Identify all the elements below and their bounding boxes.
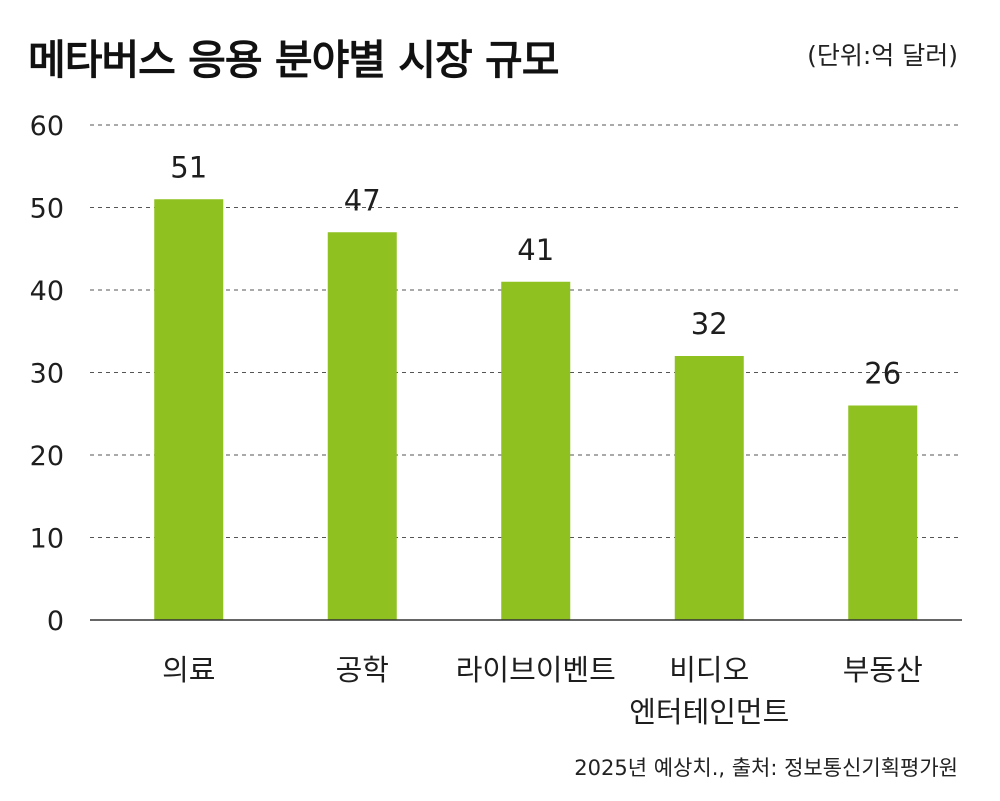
- category-label: 의료: [162, 653, 215, 687]
- chart-title: 메타버스 응용 분야별 시장 규모: [28, 36, 559, 84]
- y-tick-label: 30: [30, 359, 64, 390]
- y-tick-label: 10: [30, 524, 64, 555]
- value-label: 41: [517, 233, 554, 267]
- category-label: 공학: [336, 653, 389, 687]
- bar: [501, 281, 571, 620]
- value-label: 26: [864, 357, 901, 391]
- category-label: 비디오: [669, 653, 749, 687]
- bar: [327, 232, 397, 620]
- y-axis-ticks: 0 10 20 30 40 50 60: [30, 111, 64, 637]
- category-label: 부동산: [843, 653, 923, 687]
- bar: [674, 356, 744, 620]
- category-label: 엔터테인먼트: [629, 695, 789, 729]
- value-label: 51: [170, 150, 207, 184]
- y-tick-label: 50: [30, 194, 64, 225]
- bar: [848, 405, 918, 620]
- bars: [154, 199, 918, 620]
- value-label: 32: [691, 307, 728, 341]
- value-labels: 51 47 41 32 26: [170, 150, 901, 390]
- y-tick-label: 40: [30, 276, 64, 307]
- source-note: 2025년 예상치., 출처: 정보통신기획평가원: [574, 756, 958, 780]
- bar: [154, 199, 224, 620]
- y-tick-label: 20: [30, 441, 64, 472]
- category-label: 라이브이벤트: [456, 653, 616, 687]
- y-tick-label: 0: [47, 606, 64, 637]
- unit-label: (단위:억 달러): [807, 41, 958, 70]
- y-tick-label: 60: [30, 111, 64, 142]
- value-label: 47: [344, 183, 381, 217]
